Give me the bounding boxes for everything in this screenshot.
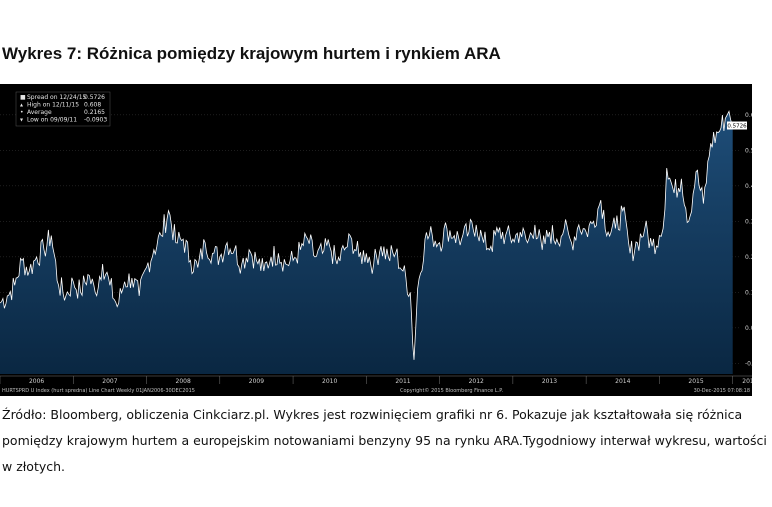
chart-title: Wykres 7: Różnica pomiędzy krajowym hurt… — [2, 44, 501, 63]
x-tick-label: 201 — [742, 378, 752, 385]
y-tick-label: 0.50 — [745, 147, 752, 154]
last-value-label: 0.5726 — [727, 124, 747, 130]
spread-chart: -0.100.000.100.200.300.400.500.60 200620… — [0, 91, 752, 394]
x-tick-label: 2013 — [542, 378, 557, 385]
legend-marker-icon: ■ — [20, 94, 26, 101]
caption-line: w złotych. — [2, 459, 66, 474]
x-tick-label: 2008 — [176, 378, 191, 385]
x-tick-label: 2010 — [322, 378, 337, 385]
x-tick-label: 2006 — [29, 378, 44, 385]
legend-value: -0.0903 — [84, 117, 107, 124]
legend-marker-icon: • — [20, 109, 24, 116]
footer-left: HURTSPRD U Index (hurt spredna) Line Cha… — [2, 388, 195, 394]
y-tick-label: 0.20 — [745, 254, 752, 261]
x-tick-label: 2007 — [102, 378, 117, 385]
source-caption: Źródło: Bloomberg, obliczenia Cinkciarz.… — [2, 402, 768, 480]
legend-marker-icon: ▾ — [20, 117, 23, 124]
legend-label: Low on 09/09/11 — [27, 117, 77, 124]
x-tick-label: 2015 — [688, 378, 703, 385]
legend-value: 0.5726 — [84, 94, 105, 101]
spread-area — [0, 111, 733, 375]
y-tick-label: 0.10 — [745, 289, 752, 296]
caption-line: pomiędzy krajowym hurtem a europejskim n… — [2, 433, 767, 448]
caption-line: Źródło: Bloomberg, obliczenia Cinkciarz.… — [2, 407, 743, 422]
last-value-marker: 0.5726 — [727, 121, 747, 130]
y-tick-label: 0.30 — [745, 218, 752, 225]
chart-panel: -0.100.000.100.200.300.400.500.60 200620… — [0, 84, 752, 396]
legend-label: Spread on 12/24/15 — [27, 94, 87, 101]
last-value-badge — [727, 121, 747, 130]
y-tick-label: 0.00 — [745, 325, 752, 332]
legend-marker-icon: ▴ — [20, 102, 23, 109]
x-tick-label: 2011 — [395, 378, 410, 385]
legend-box — [15, 91, 111, 127]
x-tick-label: 2009 — [249, 378, 264, 385]
legend-label: Average — [27, 109, 52, 116]
y-tick-label: 0.60 — [745, 112, 752, 119]
spread-line — [0, 110, 734, 360]
x-axis: 2006 2007 2008 2009 2010 2011 2012 2013 2014 2015… — [0, 375, 752, 385]
y-tick-label: 0.40 — [745, 183, 752, 190]
x-tick-label: 2012 — [469, 378, 484, 385]
legend-value: 0.608 — [84, 102, 101, 109]
legend-value: 0.2165 — [84, 109, 105, 116]
footer-right: 30-Dec-2015 07:08:18 — [694, 388, 750, 394]
y-tick-label: -0.10 — [745, 360, 752, 367]
y-axis: -0.10 0.00 0.10 0.20 0.30 0.40 0.50 0.60 — [745, 112, 752, 368]
legend-label: High on 12/11/15 — [27, 102, 79, 109]
x-tick-label: 2014 — [615, 378, 630, 385]
legend: ■ Spread on 12/24/150.5726 ▴ High on 12/11/… — [15, 91, 111, 127]
footer-center: Copyright© 2015 Bloomberg Finance L.P. — [400, 387, 503, 394]
